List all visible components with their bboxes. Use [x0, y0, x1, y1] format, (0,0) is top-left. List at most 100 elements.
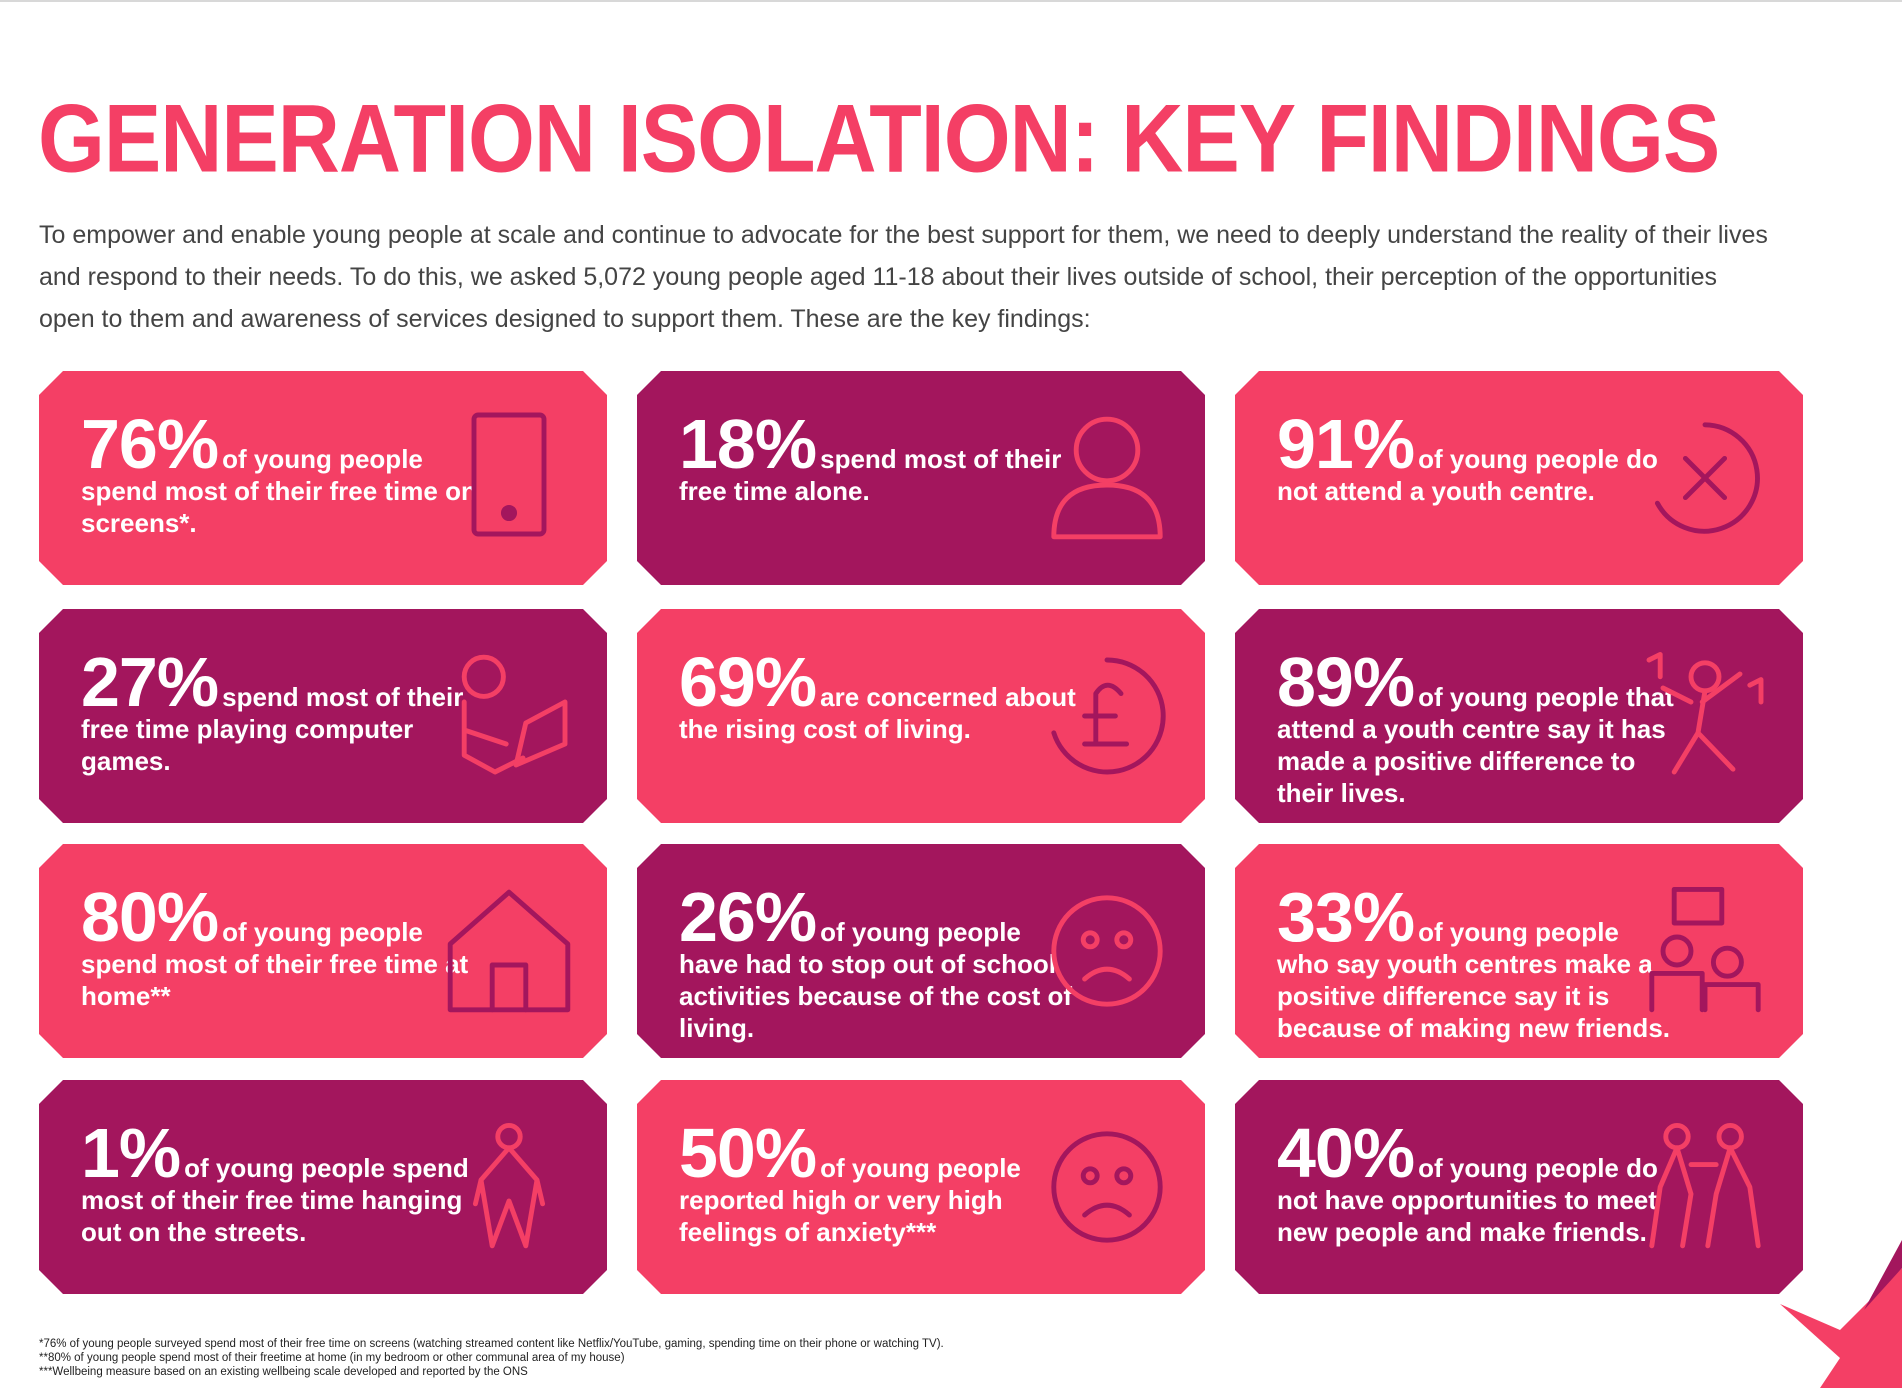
stat-text: of young people spend most of their free…: [81, 444, 477, 538]
icon-shape: [471, 412, 547, 537]
stat: 26%: [679, 878, 817, 956]
icon-shape: [461, 699, 526, 775]
icon: [461, 654, 568, 775]
icon-shape: [1649, 1145, 1761, 1249]
icon: [1051, 657, 1166, 775]
stat: 1%: [81, 1114, 181, 1192]
footnote: **80% of young people spend most of thei…: [39, 1352, 625, 1364]
icon: [1649, 886, 1761, 1013]
icon: [1051, 416, 1163, 540]
icon: [447, 889, 571, 1013]
icon-shape: [1051, 895, 1163, 1007]
stat: 69%: [679, 643, 817, 721]
icon-shape: [1082, 1202, 1132, 1218]
card: 40% of young people do not have opportuni…: [1235, 1080, 1803, 1294]
stat-text: of young people spend most of their free…: [81, 1153, 469, 1247]
card-text: 26% of young people have had to stop out …: [679, 882, 1079, 1044]
card: 50% of young people reported high or very…: [637, 1080, 1205, 1294]
icon-shape: [1073, 416, 1141, 484]
stat-text: of young people spend most of their free…: [81, 917, 469, 1011]
icon-shape: [1654, 422, 1760, 534]
icon: [1646, 651, 1764, 775]
card: 69% are concerned about the rising cost o…: [637, 609, 1205, 823]
card: 76% of young people spend most of their f…: [39, 371, 607, 585]
card: 33% of young people who say youth centres…: [1235, 844, 1803, 1058]
top-rule: [0, 0, 1902, 2]
footnote: *76% of young people surveyed spend most…: [39, 1338, 944, 1350]
footnote: ***Wellbeing measure based on an existin…: [39, 1366, 528, 1378]
stat: 80%: [81, 878, 219, 956]
card: 80% of young people spend most of their f…: [39, 844, 607, 1058]
card-text: 80% of young people spend most of their f…: [81, 882, 481, 1012]
card: 27% spend most of their free time playing…: [39, 609, 607, 823]
stat-text: spend most of their free time alone.: [679, 444, 1062, 506]
card-text: 18% spend most of their free time alone.: [679, 409, 1079, 507]
icon-shape: [447, 889, 571, 1013]
icon: [1051, 1131, 1163, 1243]
icon: [471, 412, 547, 537]
icon-shape: [1710, 945, 1744, 979]
icon-shape: [1688, 660, 1722, 694]
card: 18% spend most of their free time alone.: [637, 371, 1205, 585]
intro: To empower and enable young people at sc…: [39, 221, 1768, 333]
card-text: 40% of young people do not have opportuni…: [1277, 1118, 1677, 1248]
icon-shape: [1080, 930, 1100, 950]
stat-text: are concerned about the rising cost of l…: [679, 682, 1076, 744]
title: GENERATION ISOLATION: KEY FINDINGS: [38, 85, 1720, 193]
star-shadow: [1864, 1240, 1902, 1310]
icon-shape: [472, 1145, 546, 1249]
stat: 18%: [679, 405, 817, 483]
stat: 76%: [81, 405, 219, 483]
icon-shape: [1649, 970, 1761, 1013]
stat: 27%: [81, 643, 219, 721]
icon-shape: [1682, 455, 1728, 501]
card: 1% of young people spend most of their fr…: [39, 1080, 607, 1294]
icon-shape: [1716, 1122, 1744, 1151]
card-text: 91% of young people do not attend a youth…: [1277, 409, 1677, 507]
icon-shape: [1671, 886, 1725, 926]
icon-shape: [1646, 651, 1764, 705]
icon-shape: [489, 962, 529, 1013]
icon-shape: [1051, 482, 1163, 540]
icon-shape: [1114, 930, 1134, 950]
icon-shape: [1080, 1166, 1100, 1186]
icon-shape: [1082, 966, 1132, 982]
card-text: 50% of young people reported high or very…: [679, 1118, 1079, 1248]
icon-shape: [1114, 1166, 1134, 1186]
card-text: 76% of young people spend most of their f…: [81, 409, 481, 539]
icon: [1051, 895, 1163, 1007]
star-shape: [1780, 1268, 1902, 1388]
icon-shape: [461, 654, 506, 699]
star-decoration: [1780, 1240, 1902, 1388]
stat-text: of young people do not attend a youth ce…: [1277, 444, 1658, 506]
icon: [1654, 422, 1760, 534]
stat: 33%: [1277, 878, 1415, 956]
card: 89% of young people that attend a youth c…: [1235, 609, 1803, 823]
icon: [472, 1122, 546, 1249]
stat-text: of young people who say youth centres ma…: [1277, 917, 1670, 1043]
icon-shape: [1660, 671, 1743, 775]
icon-shape: [495, 1122, 523, 1151]
card-text: 1% of young people spend most of their fr…: [81, 1118, 481, 1248]
card-text: 69% are concerned about the rising cost o…: [679, 647, 1079, 745]
icon-shape: [1051, 657, 1166, 775]
card-text: 33% of young people who say youth centres…: [1277, 882, 1677, 1044]
icon-shape: [1051, 1131, 1163, 1243]
footnotes: *76% of young people surveyed spend most…: [39, 1337, 944, 1379]
stat-text: of young people reported high or very hi…: [679, 1153, 1021, 1247]
card-text: 89% of young people that attend a youth c…: [1277, 647, 1677, 809]
stat-text: of young people that attend a youth cent…: [1277, 682, 1674, 808]
icon-shape: [1082, 682, 1130, 747]
card: 26% of young people have had to stop out …: [637, 844, 1205, 1058]
stat: 91%: [1277, 405, 1415, 483]
stat-text: of young people do not have opportunitie…: [1277, 1153, 1658, 1247]
stat: 50%: [679, 1114, 817, 1192]
icon-shape: [500, 504, 518, 522]
card-text: 27% spend most of their free time playing…: [81, 647, 481, 777]
icon-shape: [513, 699, 568, 768]
stat: 40%: [1277, 1114, 1415, 1192]
stat-text: spend most of their free time playing co…: [81, 682, 464, 776]
icon-shape: [1663, 1122, 1691, 1151]
